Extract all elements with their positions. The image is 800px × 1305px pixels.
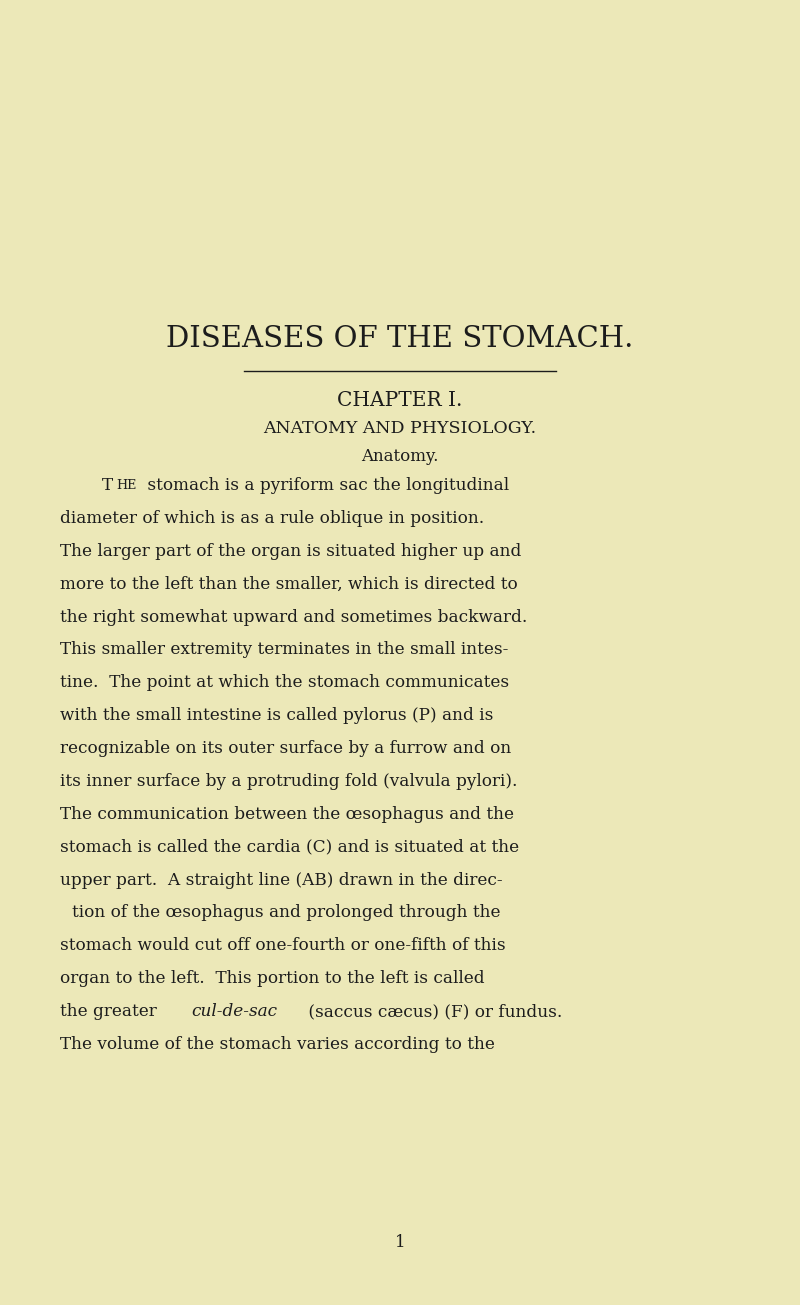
Text: stomach would cut off one-fourth or one-fifth of this: stomach would cut off one-fourth or one-… <box>60 937 506 954</box>
Text: DISEASES OF THE STOMACH.: DISEASES OF THE STOMACH. <box>166 325 634 354</box>
Text: its inner surface by a protruding fold (valvula pylori).: its inner surface by a protruding fold (… <box>60 773 518 790</box>
Text: stomach is called the cardia (C) and is situated at the: stomach is called the cardia (C) and is … <box>60 839 519 856</box>
Text: tion of the œsophagus and prolonged through the: tion of the œsophagus and prolonged thro… <box>72 904 501 921</box>
Text: stomach is a pyriform sac the longitudinal: stomach is a pyriform sac the longitudin… <box>142 476 510 495</box>
Text: The communication between the œsophagus and the: The communication between the œsophagus … <box>60 805 514 823</box>
Text: 1: 1 <box>394 1233 406 1251</box>
Text: upper part.  A straight line (AB) drawn in the direc-: upper part. A straight line (AB) drawn i… <box>60 872 502 889</box>
Text: organ to the left.  This portion to the left is called: organ to the left. This portion to the l… <box>60 970 485 988</box>
Text: the right somewhat upward and sometimes backward.: the right somewhat upward and sometimes … <box>60 608 527 625</box>
Text: HE: HE <box>116 479 136 492</box>
Text: tine.  The point at which the stomach communicates: tine. The point at which the stomach com… <box>60 675 509 692</box>
Text: ANATOMY AND PHYSIOLOGY.: ANATOMY AND PHYSIOLOGY. <box>263 419 537 437</box>
Text: T: T <box>102 476 113 495</box>
Text: (saccus cæcus) (F) or fundus.: (saccus cæcus) (F) or fundus. <box>303 1004 562 1021</box>
Text: the greater: the greater <box>60 1004 162 1021</box>
Text: recognizable on its outer surface by a furrow and on: recognizable on its outer surface by a f… <box>60 740 511 757</box>
Text: more to the left than the smaller, which is directed to: more to the left than the smaller, which… <box>60 576 518 592</box>
Text: Anatomy.: Anatomy. <box>362 448 438 466</box>
Text: diameter of which is as a rule oblique in position.: diameter of which is as a rule oblique i… <box>60 510 484 527</box>
Text: The larger part of the organ is situated higher up and: The larger part of the organ is situated… <box>60 543 522 560</box>
Text: cul-de-sac: cul-de-sac <box>192 1004 278 1021</box>
Text: This smaller extremity terminates in the small intes-: This smaller extremity terminates in the… <box>60 641 508 659</box>
Text: CHAPTER I.: CHAPTER I. <box>338 392 462 410</box>
Text: with the small intestine is called pylorus (P) and is: with the small intestine is called pylor… <box>60 707 494 724</box>
Text: The volume of the stomach varies according to the: The volume of the stomach varies accordi… <box>60 1036 495 1053</box>
